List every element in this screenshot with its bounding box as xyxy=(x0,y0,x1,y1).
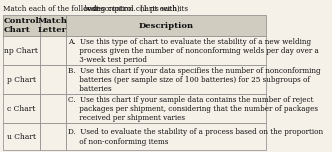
Text: B.  Use this chart if your data specifies the number of nonconforming
     batte: B. Use this chart if your data specifies… xyxy=(68,67,321,93)
Bar xyxy=(66,65,266,94)
Bar xyxy=(40,65,66,94)
Text: best: best xyxy=(84,5,99,13)
Bar xyxy=(40,15,66,36)
Bar xyxy=(66,15,266,36)
Bar xyxy=(66,123,266,150)
Bar xyxy=(40,36,66,65)
Bar xyxy=(3,15,40,36)
Bar xyxy=(66,36,266,65)
Text: Control
Chart: Control Chart xyxy=(3,17,39,34)
Text: A.  Use this type of chart to evaluate the stability of a new welding
     proce: A. Use this type of chart to evaluate th… xyxy=(68,38,319,64)
Text: Description: Description xyxy=(138,22,194,30)
Bar xyxy=(66,94,266,123)
Text: p Chart: p Chart xyxy=(7,76,36,84)
Text: u Chart: u Chart xyxy=(7,133,36,141)
Bar xyxy=(40,123,66,150)
Text: c Chart: c Chart xyxy=(7,105,35,113)
Bar xyxy=(3,94,40,123)
Bar xyxy=(40,94,66,123)
Bar xyxy=(3,65,40,94)
Text: np Chart: np Chart xyxy=(4,47,38,55)
Text: Match
Letter: Match Letter xyxy=(38,17,68,34)
Text: D.  Used to evaluate the stability of a process based on the proportion
     of : D. Used to evaluate the stability of a p… xyxy=(68,128,323,146)
Bar xyxy=(3,123,40,150)
Text: description.  (1 pt each): description. (1 pt each) xyxy=(90,5,180,13)
Text: C.  Use this chart if your sample data contains the number of reject
     packag: C. Use this chart if your sample data co… xyxy=(68,96,318,122)
Text: Match each of the following control charts with its: Match each of the following control char… xyxy=(3,5,190,13)
Bar xyxy=(3,36,40,65)
